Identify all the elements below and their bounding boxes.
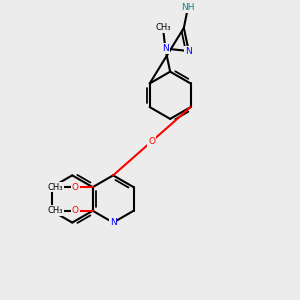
Text: O: O: [72, 183, 79, 192]
Text: CH₃: CH₃: [47, 206, 63, 215]
Text: O: O: [72, 206, 79, 215]
Text: O: O: [148, 137, 155, 146]
Text: N: N: [185, 46, 192, 56]
Text: CH₃: CH₃: [47, 183, 63, 192]
Text: CH₃: CH₃: [155, 23, 171, 32]
Text: N: N: [162, 44, 169, 53]
Text: NH: NH: [181, 3, 195, 12]
Text: N: N: [110, 218, 116, 227]
